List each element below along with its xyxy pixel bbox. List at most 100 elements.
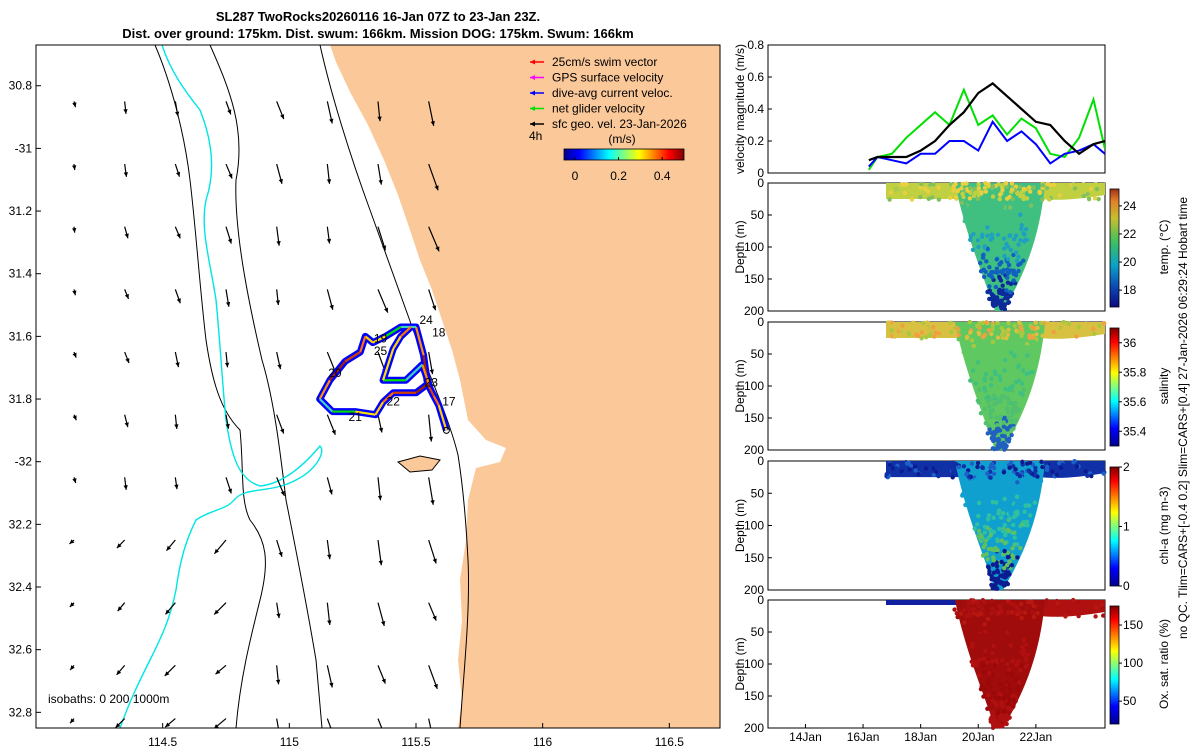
section-sample-point [1024,657,1029,663]
section-sample-point [996,508,1002,513]
section-sample-point [887,197,892,202]
section-sample-point [977,387,982,392]
section-sample-point [1044,464,1050,469]
day-label: 20 [328,366,342,380]
section-sample-point [913,468,918,473]
section-sample-point [1010,555,1016,561]
section-sample-point [928,333,933,338]
section-sample-point [1004,721,1009,727]
section-sample-point [987,284,992,289]
section-sample-point [1013,400,1018,406]
section-sample-point [969,461,975,466]
section-y-tick-label: 0 [757,593,764,607]
map-y-tick-label: 31.6 [9,329,33,343]
section-sample-point [1019,381,1025,386]
section-sample-point [997,441,1002,446]
section-colorbar-tick-label: 50 [1123,694,1137,708]
section-sample-point [904,326,910,332]
section-sample-point [983,477,988,482]
current-arrow-head [378,427,384,433]
section-sample-point [1081,193,1086,199]
section-sample-point [980,598,986,603]
section-sample-point [1002,522,1008,528]
section-sample-point [984,350,989,356]
section-sample-point [990,194,996,199]
section-sample-point [1028,203,1034,208]
section-colorbar-tick-label: 150 [1123,618,1143,632]
section-sample-point [1011,278,1016,283]
section-sample-point [983,372,989,377]
current-arrow-head [72,478,77,484]
section-sample-point [1012,353,1017,358]
section-sample-point [1025,461,1030,466]
current-arrow-head [175,362,180,368]
section-sample-point [980,255,986,260]
section-sample-point [1083,468,1088,474]
section-sample-point [962,607,967,612]
current-arrow-head [123,172,128,177]
section-sample-point [933,330,938,335]
section-sample-point [1040,333,1045,338]
day-label: 19 [374,332,388,346]
section-sample-point [1017,320,1022,325]
map-y-tick-label: -31 [15,141,33,155]
section-profile-region [955,461,1045,590]
section-sample-point [995,537,1000,542]
glider-track-segment [414,326,425,356]
section-sample-point [972,526,977,531]
section-sample-point [1016,407,1021,413]
section-sample-point [1015,622,1020,627]
section-sample-point [981,656,987,661]
section-sample-point [1006,354,1011,360]
section-sample-point [994,629,999,634]
current-arrow-head [326,179,332,184]
section-sample-point [1015,675,1020,681]
map-y-tick-label: 32.4 [9,580,33,594]
section-sample-point [991,570,997,575]
section-sample-point [1002,434,1008,439]
section-colorbar-label: temp. (°C) [1157,220,1171,275]
section-sample-point [1070,597,1076,603]
section-sample-point [1088,609,1093,614]
section-sample-point [979,189,984,195]
section-sample-point [984,551,989,557]
legend-label: sfc geo. vel. 23-Jan-2026 [552,117,687,131]
section-sample-point [982,530,988,535]
section-sample-point [1013,250,1019,255]
section-sample-point [997,692,1002,697]
section-sample-point [1093,614,1098,619]
section-sample-point [1002,291,1007,297]
section-sample-point [1068,333,1074,338]
section-sample-point [924,329,930,334]
section-sample-point [1008,418,1013,423]
section-sample-point [1024,605,1030,611]
current-arrow-head [327,620,332,625]
section-sample-point [1010,187,1015,192]
section-sample-point [986,700,991,705]
section-sample-point [1010,409,1015,415]
section-sample-point [923,466,929,471]
section-sample-point [1024,196,1030,201]
section-sample-point [1018,330,1024,336]
section-colorbar-tick-label: 35.6 [1123,395,1147,409]
section-sample-point [1005,701,1011,706]
section-sample-point [976,182,981,187]
section-sample-point [1055,612,1060,617]
section-sample-point [1006,262,1012,268]
section-sample-point [990,709,996,715]
section-sample-point [932,334,937,339]
section-sample-point [995,335,1001,340]
map-x-tick-label: 115.5 [401,735,430,749]
section-sample-point [1093,182,1098,187]
current-arrow-head [72,415,77,421]
section-sample-point [988,414,993,420]
section-sample-point [1002,415,1007,421]
glider-track-segment [318,379,331,400]
section-sample-point [970,663,976,668]
map-y-tick-label: -32 [15,455,33,469]
map-frame [35,44,721,729]
section-sample-point [1013,379,1019,385]
section-sample-point [1014,606,1020,611]
section-sample-point [1004,288,1009,293]
section-sample-point [954,196,959,201]
